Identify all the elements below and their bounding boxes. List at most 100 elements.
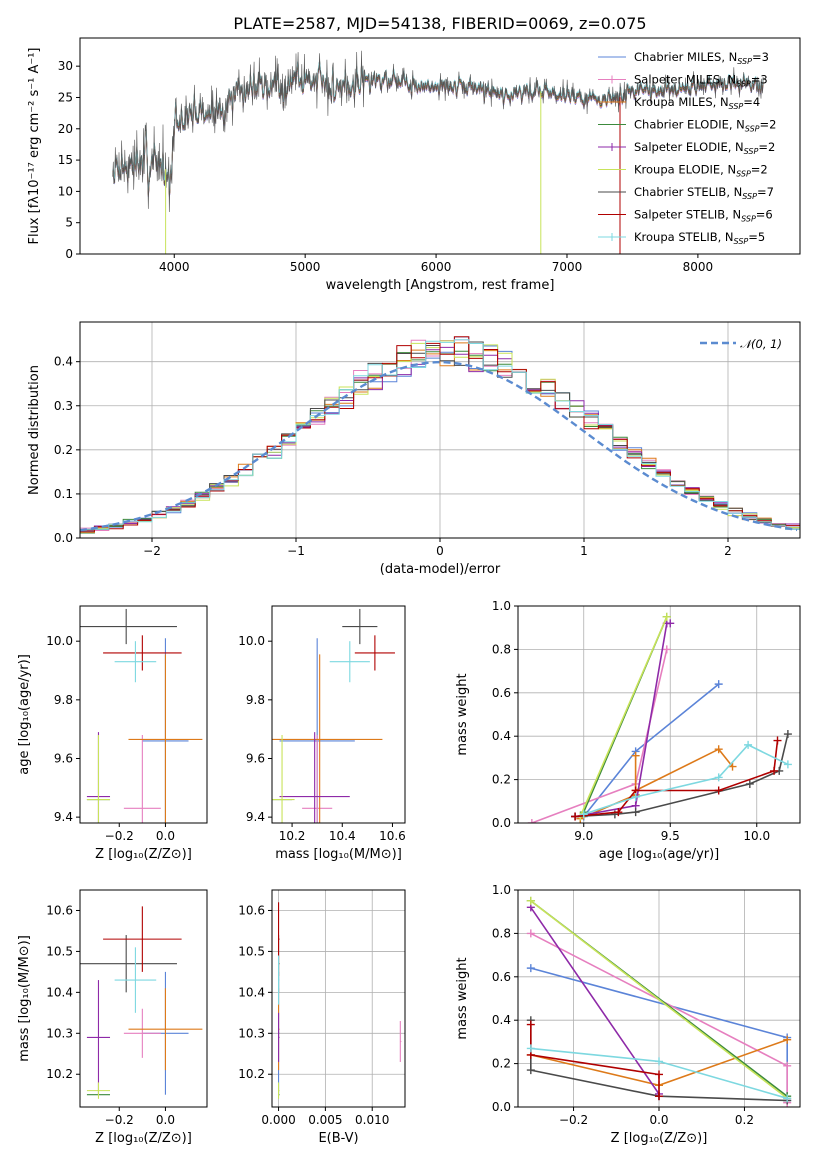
x-tick-label: 0.0 [649, 1113, 668, 1127]
panel-ebv-mass: 0.000 0.005 0.010 10.2 10.3 10.4 10.5 10.6 E(B-V… [238, 889, 406, 1146]
mass-age-plot-area [272, 608, 395, 823]
observed-spectrum-line [112, 50, 764, 213]
point-marker [631, 792, 640, 801]
y-tick-label: 10.2 [238, 1067, 265, 1081]
x-tick-label: 10.0 [743, 829, 770, 843]
x-tick-label: 1 [580, 544, 588, 558]
legend-label: 𝒩(0, 1) [740, 337, 782, 351]
point-marker [526, 1044, 535, 1053]
figure-title: PLATE=2587, MJD=54138, FIBERID=0069, z=0… [233, 14, 646, 33]
y-tick-label: 10.4 [238, 985, 265, 999]
legend-count: =5 [748, 230, 765, 244]
point-marker [714, 786, 723, 795]
y-tick-label: 0.8 [492, 926, 511, 940]
y-tick-label: 10.4 [46, 985, 73, 999]
residuals-plot-area [80, 322, 800, 538]
panel-z-age: −0.2 0.0 9.4 9.6 9.8 10.0 Z [log₁₀(Z/Z⊙)] age [… [17, 605, 208, 862]
legend-count: =2 [760, 118, 777, 132]
y-tick-label: 0.3 [54, 399, 73, 413]
y-tick-label: 10.2 [46, 1067, 73, 1081]
legend-text: Salpeter STELIB, N [634, 208, 741, 222]
y-tick-label: 9.6 [54, 751, 73, 765]
y-tick-label: 5 [65, 216, 73, 230]
y-tick-label: 10.3 [238, 1026, 265, 1040]
legend-label: Kroupa STELIB, NSSP=5 [634, 230, 765, 246]
ebv-mass-plot-area [272, 890, 405, 1107]
x-tick-label: 0.005 [308, 1113, 342, 1127]
point-marker [744, 740, 753, 749]
legend-label: Salpeter STELIB, NSSP=6 [634, 208, 773, 224]
age-weight-plot-area [518, 606, 800, 823]
x-tick-label: 6000 [421, 260, 452, 274]
y-tick-label: 1.0 [492, 599, 511, 613]
y-tick-label: 10.6 [46, 903, 73, 917]
legend-text: Chabrier ELODIE, N [634, 118, 745, 132]
legend-count: =2 [758, 140, 775, 154]
x-axis-label: (data-model)/error [380, 562, 501, 577]
legend-marker [608, 233, 616, 241]
legend-label: Chabrier STELIB, NSSP=7 [634, 185, 774, 201]
x-axis-label: Z [log₁₀(Z/Z⊙)] [611, 1131, 708, 1146]
weight-line-chabrier-stelib [575, 733, 789, 818]
y-tick-label: 0 [65, 247, 73, 261]
z-mass-plot-area [80, 906, 203, 1099]
point-marker [783, 1035, 792, 1044]
legend-subscript: SSP [745, 125, 760, 134]
y-axis-label: mass [log₁₀(M/M⊙)] [17, 935, 32, 1062]
y-axis-label: age [log₁₀(age/yr)] [17, 654, 32, 775]
point-marker [526, 929, 535, 938]
panel-mass-age: 10.2 10.4 10.6 9.4 9.6 9.8 10.0 mass [log₁₀(M/M… [238, 605, 406, 862]
x-tick-label: 0 [436, 544, 444, 558]
y-tick-label: 0.6 [492, 686, 511, 700]
point-marker [783, 1061, 792, 1070]
panel-residuals: −2 −1 0 1 2 0.0 0.1 0.2 0.3 0.4 (data-model)/error… [27, 321, 801, 577]
weight-line-kroupa-miles [579, 748, 734, 820]
x-axis-label: mass [log₁₀(M/M⊙)] [275, 847, 402, 862]
panel-spectrum: 4000 5000 6000 7000 8000 0 5 10 15 20 25 30 waveleng… [27, 37, 801, 293]
x-tick-label: −0.2 [105, 829, 134, 843]
point-marker [714, 745, 723, 754]
y-tick-label: 10.5 [46, 944, 73, 958]
legend-text: Chabrier STELIB, N [634, 185, 742, 199]
legend-label: Chabrier ELODIE, NSSP=2 [634, 118, 776, 134]
axes-frame [271, 889, 406, 1108]
axes-frame [79, 321, 801, 539]
legend-subscript: SSP [742, 192, 757, 201]
axes-frame [79, 605, 208, 824]
y-tick-label: 9.6 [246, 751, 265, 765]
x-tick-label: 2 [724, 544, 732, 558]
x-tick-label: 9.5 [661, 829, 680, 843]
legend-marker [608, 143, 616, 151]
legend-text: Kroupa MILES, N [634, 95, 729, 109]
point-marker [783, 760, 792, 769]
point-marker [614, 808, 623, 817]
point-marker [579, 810, 588, 819]
point-marker [631, 751, 640, 760]
point-marker [655, 1057, 663, 1066]
z-weight-plot-area [518, 890, 800, 1107]
x-tick-label: −2 [143, 544, 161, 558]
point-marker [745, 779, 754, 788]
y-tick-label: 0.4 [492, 729, 511, 743]
y-tick-label: 0.6 [492, 970, 511, 984]
weight-line-salpeter-stelib [575, 740, 779, 818]
y-tick-label: 0.4 [492, 1013, 511, 1027]
y-tick-label: 0.0 [492, 1100, 511, 1114]
panels: 4000 5000 6000 7000 8000051015202530waveleng… [17, 37, 801, 1146]
legend-text: Kroupa ELODIE, N [634, 163, 736, 177]
point-marker [526, 1020, 535, 1029]
legend-text: Salpeter MILES, N [634, 73, 736, 87]
legend-count: =3 [752, 50, 769, 64]
point-marker [631, 808, 640, 817]
legend-marker [608, 75, 616, 84]
y-tick-label: 10 [58, 184, 73, 198]
legend-subscript: SSP [744, 147, 759, 156]
x-tick-label: 4000 [159, 260, 190, 274]
y-tick-label: 0.4 [54, 355, 73, 369]
legend-count: =2 [751, 163, 768, 177]
x-tick-label: −0.2 [105, 1113, 134, 1127]
point-marker [526, 1066, 535, 1075]
weight-line-kroupa-elodie [530, 900, 788, 1099]
y-tick-label: 0.0 [54, 531, 73, 545]
